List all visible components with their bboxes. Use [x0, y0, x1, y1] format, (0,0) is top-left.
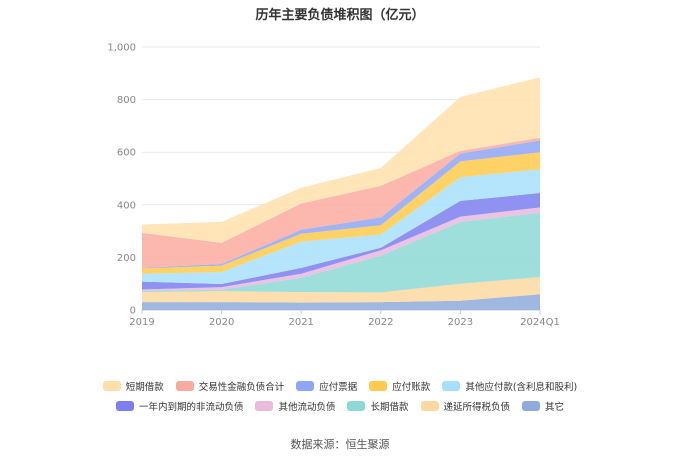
legend-label: 短期借款 — [125, 382, 164, 393]
x-tick-label: 2020 — [209, 317, 234, 328]
area-其他应付款(含利息和股利) — [142, 169, 540, 284]
legend-swatch — [369, 381, 388, 391]
stacked-area-chart: 历年主要负债堆积图（亿元） 0 200 400 600 800 1,000 2019 2020… — [107, 7, 559, 329]
area-短期借款 — [142, 77, 540, 243]
area-应付账款 — [142, 152, 540, 274]
chart-title: 历年主要负债堆积图（亿元） — [255, 7, 424, 23]
area-其它 — [142, 294, 540, 310]
legend-swatch — [175, 381, 194, 391]
legend-item[interactable]: 应付账款 — [369, 379, 430, 393]
legend-swatch — [420, 401, 439, 411]
y-tick-label: 600 — [117, 148, 136, 159]
x-tick-label: 2019 — [129, 317, 154, 328]
y-tick-label: 0 — [130, 306, 136, 317]
legend-item[interactable]: 长期借款 — [347, 399, 409, 413]
legend-label: 长期借款 — [370, 402, 409, 413]
y-tick-label: 400 — [117, 200, 136, 211]
legend-label: 应付账款 — [392, 382, 431, 393]
area-递延所得税负债 — [142, 277, 540, 303]
legend-swatch — [347, 401, 366, 411]
legend-item[interactable]: 短期借款 — [102, 379, 164, 393]
legend-swatch — [115, 401, 134, 411]
y-tick-label: 1,000 — [107, 43, 136, 54]
legend-label: 应付票据 — [319, 382, 358, 393]
legend-label: 其他应付款(含利息和股利) — [465, 382, 578, 393]
area-一年内到期的非流动负债 — [142, 193, 540, 290]
axes: 0 200 400 600 800 1,000 2019 2020 2021 2022 2023 20… — [107, 43, 559, 329]
legend-swatch — [296, 381, 315, 391]
x-tick-label: 2022 — [368, 317, 393, 328]
legend-item[interactable]: 其他流动负债 — [255, 399, 335, 413]
legend-row: 一年内到期的非流动负债 其他流动负债 长期借款 递延所得税负债 其它 — [0, 396, 680, 416]
area-长期借款 — [142, 212, 540, 293]
legend: 短期借款 交易性金融负债合计 应付票据 应付账款 其他应付款(含利息和股利) 一年内到期的… — [0, 376, 680, 416]
x-tick-label: 2024Q1 — [520, 317, 560, 328]
x-tick-label: 2021 — [288, 317, 313, 328]
legend-label: 递延所得税负债 — [443, 402, 511, 413]
legend-label: 其他流动负债 — [278, 402, 336, 413]
legend-label: 其它 — [545, 402, 565, 413]
area-其他流动负债 — [142, 207, 540, 291]
legend-item[interactable]: 应付票据 — [296, 379, 357, 393]
area-series — [142, 77, 540, 310]
legend-swatch — [102, 381, 121, 391]
legend-item[interactable]: 交易性金融负债合计 — [175, 379, 285, 393]
legend-swatch — [522, 401, 541, 411]
data-source: 数据来源：恒生聚源 — [290, 438, 390, 451]
legend-swatch — [442, 381, 461, 391]
legend-swatch — [255, 401, 274, 411]
x-tick-label: 2023 — [448, 317, 473, 328]
legend-item[interactable]: 递延所得税负债 — [420, 399, 511, 413]
area-交易性金融负债合计 — [142, 137, 540, 268]
y-tick-label: 800 — [117, 95, 136, 106]
legend-item[interactable]: 其他应付款(含利息和股利) — [442, 379, 577, 393]
legend-label: 一年内到期的非流动负债 — [138, 402, 244, 413]
legend-row: 短期借款 交易性金融负债合计 应付票据 应付账款 其他应付款(含利息和股利) — [0, 376, 680, 396]
area-应付票据 — [142, 140, 540, 269]
y-tick-label: 200 — [117, 253, 136, 264]
legend-item[interactable]: 一年内到期的非流动负债 — [115, 399, 244, 413]
legend-item[interactable]: 其它 — [522, 399, 564, 413]
legend-label: 交易性金融负债合计 — [198, 382, 285, 393]
